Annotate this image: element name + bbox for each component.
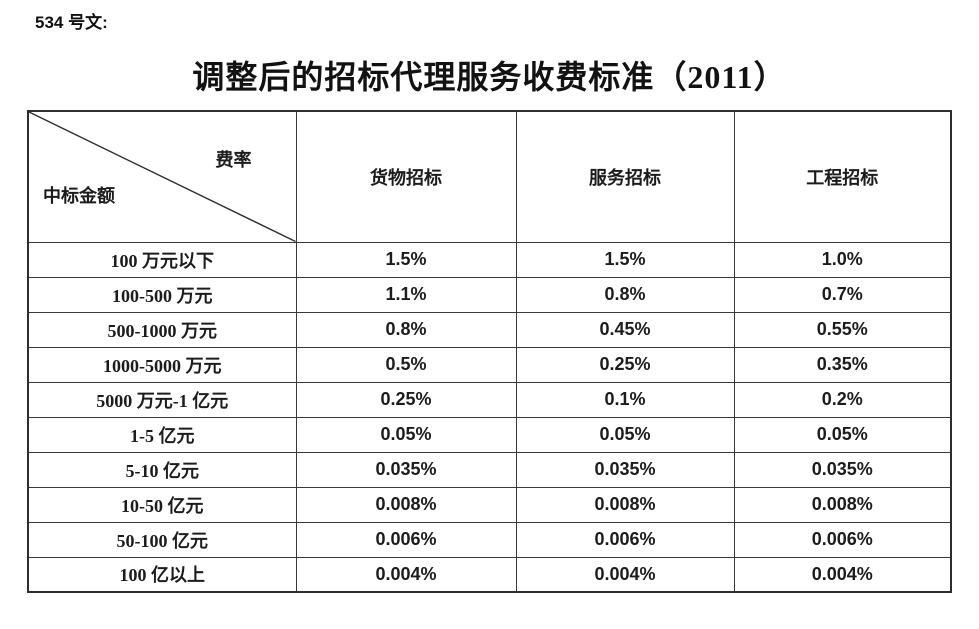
fee-value: 1.0% <box>733 241 952 278</box>
table-row: 100 亿以上 0.004% 0.004% 0.004% <box>27 556 952 593</box>
row-label: 50-100 亿元 <box>27 521 297 558</box>
fee-value: 0.1% <box>515 381 735 418</box>
fee-value: 0.006% <box>515 521 735 558</box>
row-label: 100 亿以上 <box>27 556 297 593</box>
fee-value: 0.05% <box>295 416 517 453</box>
fee-value: 0.004% <box>733 556 952 593</box>
column-header-services: 服务招标 <box>515 110 735 243</box>
fee-value: 0.035% <box>515 451 735 488</box>
fee-value: 0.006% <box>295 521 517 558</box>
row-label: 1-5 亿元 <box>27 416 297 453</box>
fee-value: 0.25% <box>295 381 517 418</box>
fee-value: 0.05% <box>733 416 952 453</box>
fee-value: 0.008% <box>515 486 735 523</box>
fee-value: 0.7% <box>733 276 952 313</box>
diagonal-divider-line <box>29 112 296 242</box>
fee-value: 0.004% <box>515 556 735 593</box>
page-title: 调整后的招标代理服务收费标准（2011） <box>192 59 787 95</box>
table-row: 10-50 亿元 0.008% 0.008% 0.008% <box>27 486 952 523</box>
table-row: 100-500 万元 1.1% 0.8% 0.7% <box>27 276 952 313</box>
fee-value: 0.2% <box>733 381 952 418</box>
fee-value: 0.45% <box>515 311 735 348</box>
table-row: 50-100 亿元 0.006% 0.006% 0.006% <box>27 521 952 558</box>
row-label: 10-50 亿元 <box>27 486 297 523</box>
fee-value: 0.25% <box>515 346 735 383</box>
fee-value: 1.5% <box>515 241 735 278</box>
row-label: 100-500 万元 <box>27 276 297 313</box>
fee-value: 1.5% <box>295 241 517 278</box>
fee-value: 0.006% <box>733 521 952 558</box>
fee-value: 0.8% <box>295 311 517 348</box>
fee-value: 0.035% <box>733 451 952 488</box>
table-row: 100 万元以下 1.5% 1.5% 1.0% <box>27 241 952 278</box>
fee-value: 0.55% <box>733 311 952 348</box>
column-header-goods: 货物招标 <box>295 110 517 243</box>
fee-value: 0.004% <box>295 556 517 593</box>
fee-value: 0.8% <box>515 276 735 313</box>
table-row: 1-5 亿元 0.05% 0.05% 0.05% <box>27 416 952 453</box>
fee-value: 0.008% <box>733 486 952 523</box>
fee-value: 0.035% <box>295 451 517 488</box>
fee-value: 0.5% <box>295 346 517 383</box>
fee-value: 0.05% <box>515 416 735 453</box>
fee-value: 0.008% <box>295 486 517 523</box>
row-label: 5-10 亿元 <box>27 451 297 488</box>
table-row: 5-10 亿元 0.035% 0.035% 0.035% <box>27 451 952 488</box>
fee-value: 0.35% <box>733 346 952 383</box>
row-label: 5000 万元-1 亿元 <box>27 381 297 418</box>
fee-value: 1.1% <box>295 276 517 313</box>
table-row: 5000 万元-1 亿元 0.25% 0.1% 0.2% <box>27 381 952 418</box>
row-label: 500-1000 万元 <box>27 311 297 348</box>
corner-header-cell: 费率 中标金额 <box>27 110 297 243</box>
doc-number: 534 号文: <box>35 13 108 32</box>
corner-label-fee-rate: 费率 <box>215 150 252 170</box>
row-label: 100 万元以下 <box>27 241 297 278</box>
table-row: 1000-5000 万元 0.5% 0.25% 0.35% <box>27 346 952 383</box>
fee-rate-table: 费率 中标金额 货物招标 服务招标 工程招标 100 万元以下 1.5% 1.5… <box>27 110 952 593</box>
table-header-row: 费率 中标金额 货物招标 服务招标 工程招标 <box>27 110 952 243</box>
row-label: 1000-5000 万元 <box>27 346 297 383</box>
column-header-engineering: 工程招标 <box>733 110 952 243</box>
corner-label-bid-amount: 中标金额 <box>43 185 115 206</box>
table-row: 500-1000 万元 0.8% 0.45% 0.55% <box>27 311 952 348</box>
